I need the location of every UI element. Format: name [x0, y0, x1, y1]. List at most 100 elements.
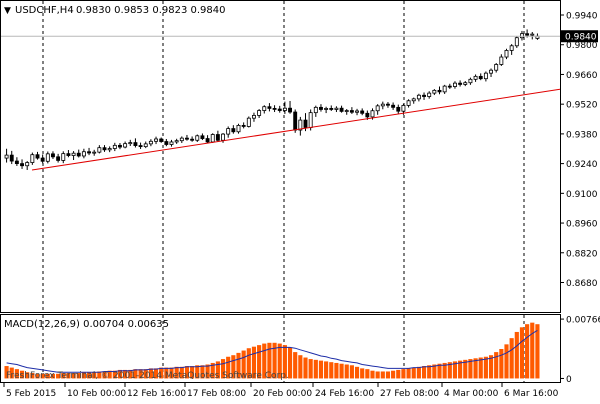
macd-bar [380, 371, 385, 379]
macd-bar [334, 362, 339, 379]
macd-bar [86, 372, 92, 379]
macd-bar [411, 367, 416, 379]
macd-bar [267, 342, 272, 379]
time-tick-label: 4 Mar 00:00 [444, 389, 499, 399]
candle-body [30, 154, 35, 163]
candle-body [375, 105, 380, 112]
time-tick-label: 27 Feb 08:00 [380, 389, 439, 399]
macd-bar [324, 361, 329, 379]
candle-body [215, 134, 220, 141]
candle-body [45, 153, 50, 162]
candle-body [272, 108, 277, 110]
macd-bar [112, 370, 117, 379]
trend-line [31, 88, 561, 171]
macd-bar [205, 364, 210, 379]
candle-body [303, 119, 308, 128]
candle-body [344, 110, 349, 112]
candle-body [51, 153, 55, 158]
candle-body [380, 103, 385, 107]
macd-bar [494, 352, 499, 379]
macd-bar [447, 362, 452, 379]
candle-body [97, 147, 102, 153]
candle-body [360, 110, 365, 114]
macd-bar [530, 322, 535, 379]
time-tick-label: 6 Mar 16:00 [504, 389, 559, 399]
candle-body [257, 110, 262, 116]
candle-body [406, 100, 411, 106]
macd-bar [241, 350, 246, 379]
candles [4, 29, 540, 170]
macd-bar [478, 357, 483, 379]
candle-body [221, 133, 225, 141]
macd-bar [406, 368, 411, 379]
current-price-label: 0.9840 [565, 33, 597, 43]
macd-bar [293, 352, 298, 379]
candle-body [370, 110, 375, 118]
candle-body [416, 94, 421, 100]
main-pane-frame [0, 0, 561, 313]
candle-body [504, 50, 509, 58]
candle-body [267, 106, 272, 109]
candle-body [76, 152, 81, 157]
macd-bar [308, 359, 313, 379]
price-tick-label: 0.8960 [566, 220, 598, 230]
candle-body [386, 103, 390, 106]
candle-body [81, 151, 86, 157]
macd-bar [220, 359, 226, 379]
candle-body [530, 33, 535, 36]
macd-bar [287, 347, 293, 379]
ohlc-label: 0.9830 0.9853 0.9823 0.9840 [76, 5, 226, 16]
candle-body [164, 141, 169, 145]
candle-body [391, 104, 396, 108]
candle-body [169, 141, 174, 145]
macd-bar [344, 364, 349, 379]
macd-bar [246, 348, 251, 379]
macd-bar [25, 372, 30, 379]
macd-bar [452, 361, 458, 379]
macd-histogram [4, 322, 540, 379]
candle-body [14, 160, 19, 165]
macd-bar [458, 360, 463, 379]
symbol-triangle-icon: ▼ [4, 6, 11, 16]
macd-bar [401, 369, 406, 379]
candle-body [4, 154, 9, 159]
candle-body [282, 107, 287, 111]
candle-body [241, 124, 246, 127]
candle-body [262, 106, 267, 111]
candle-body [458, 82, 463, 85]
macd-bar [432, 364, 437, 379]
time-tick-label: 5 Feb 2015 [6, 389, 56, 399]
candle-body [324, 108, 329, 110]
macd-bar [257, 345, 262, 379]
macd-bar [277, 343, 282, 379]
macd-bar [174, 366, 179, 379]
candle-body [174, 140, 179, 143]
candle-body [308, 112, 313, 128]
macd-title-label: MACD(12,26,9) 0.00704 0.00635 [4, 319, 169, 330]
candle-body [231, 128, 236, 133]
time-tick-label: 24 Feb 16:00 [315, 389, 374, 399]
candle-body [246, 117, 251, 127]
candle-body [365, 112, 370, 118]
time-axis: 5 Feb 2015 10 Feb 00:00 12 Feb 16:00 17 Feb… [3, 383, 559, 399]
macd-bar [40, 373, 45, 379]
candle-body [20, 163, 24, 167]
macd-bar [396, 369, 401, 379]
macd-bar [298, 355, 303, 379]
candle-body [56, 156, 61, 161]
price-tick-label: 0.8820 [566, 249, 598, 259]
macd-bar [416, 366, 421, 379]
candle-body [210, 134, 215, 143]
macd-bar [488, 355, 494, 379]
candle-body [252, 115, 256, 119]
macd-bar [509, 338, 514, 379]
macd-bar [318, 360, 324, 379]
macd-bar [370, 370, 375, 379]
macd-signal-group [6, 329, 538, 373]
candle-body [339, 107, 344, 112]
candle-body [112, 144, 117, 149]
macd-bar [200, 365, 205, 379]
macd-bar [153, 368, 159, 379]
macd-bar [30, 373, 35, 379]
